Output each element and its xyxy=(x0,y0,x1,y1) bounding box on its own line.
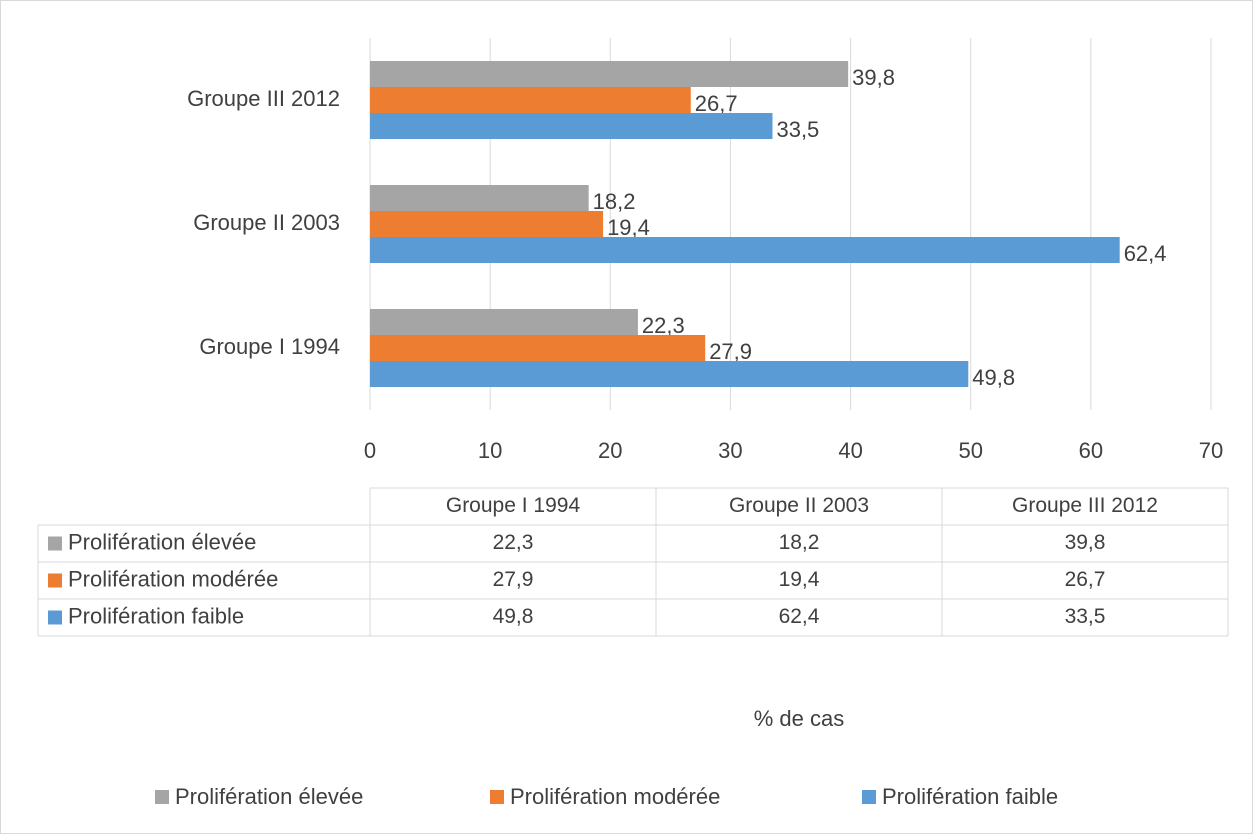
data-label: 62,4 xyxy=(1124,241,1167,266)
bar xyxy=(370,211,604,237)
data-label: 26,7 xyxy=(695,91,738,116)
y-tick-label: Groupe II 2003 xyxy=(193,210,340,235)
x-tick-label: 0 xyxy=(364,438,376,463)
x-tick-label: 60 xyxy=(1079,438,1103,463)
table-cell: 27,9 xyxy=(493,568,534,591)
bar xyxy=(370,185,589,211)
table-cell: 19,4 xyxy=(779,568,820,591)
table-legend-key xyxy=(48,573,62,588)
legend-label: Prolifération élevée xyxy=(175,784,363,809)
table-cell: 33,5 xyxy=(1065,605,1106,628)
data-label: 49,8 xyxy=(972,365,1015,390)
bar xyxy=(370,113,773,139)
table-row-label: Prolifération modérée xyxy=(68,566,278,591)
legend-key xyxy=(862,790,876,804)
legend-key xyxy=(490,790,504,804)
bar xyxy=(370,61,849,87)
legend-key xyxy=(155,790,169,804)
data-label: 33,5 xyxy=(776,117,819,142)
table-legend-key xyxy=(48,610,62,625)
x-tick-label: 30 xyxy=(718,438,742,463)
table-cell: 62,4 xyxy=(779,605,820,628)
y-tick-label: Groupe III 2012 xyxy=(187,86,340,111)
table-header: Groupe II 2003 xyxy=(729,494,869,517)
legend-label: Prolifération faible xyxy=(882,784,1058,809)
x-tick-label: 10 xyxy=(478,438,502,463)
x-tick-label: 50 xyxy=(958,438,982,463)
bar xyxy=(370,335,706,361)
table-cell: 39,8 xyxy=(1065,531,1106,554)
bar xyxy=(370,87,691,113)
x-axis-title: % de cas xyxy=(754,706,845,731)
legend-label: Prolifération modérée xyxy=(510,784,720,809)
bar xyxy=(370,237,1120,263)
data-label: 18,2 xyxy=(593,189,636,214)
data-label: 39,8 xyxy=(852,65,895,90)
table-header: Groupe I 1994 xyxy=(446,494,581,517)
bar xyxy=(370,309,638,335)
x-tick-label: 70 xyxy=(1199,438,1223,463)
table-cell: 18,2 xyxy=(779,531,820,554)
table-cell: 22,3 xyxy=(493,531,534,554)
table-cell: 49,8 xyxy=(493,605,534,628)
data-label: 27,9 xyxy=(709,339,752,364)
data-label: 22,3 xyxy=(642,313,685,338)
table-row-label: Prolifération faible xyxy=(68,603,244,628)
table-cell: 26,7 xyxy=(1065,568,1106,591)
x-tick-label: 20 xyxy=(598,438,622,463)
data-label: 19,4 xyxy=(607,215,650,240)
table-row-label: Prolifération élevée xyxy=(68,529,256,554)
table-header: Groupe III 2012 xyxy=(1012,494,1158,517)
y-tick-label: Groupe I 1994 xyxy=(199,334,340,359)
x-tick-label: 40 xyxy=(838,438,862,463)
table-legend-key xyxy=(48,536,62,551)
bar xyxy=(370,361,969,387)
